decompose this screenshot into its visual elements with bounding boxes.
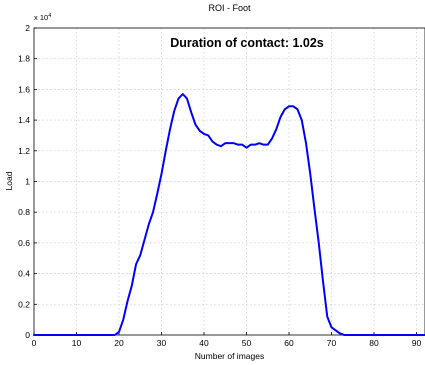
y-axis-exponent: x 104	[34, 13, 51, 22]
x-tick-label: 50	[242, 338, 252, 348]
y-tick-labels: 0 0.2 0.4 0.6 0.8 1 1.2 1.4 1.6 1.8 2	[18, 23, 30, 340]
x-tick-label: 80	[369, 338, 379, 348]
x-tick-label: 90	[412, 338, 422, 348]
y-tick-label: 1.2	[18, 146, 30, 156]
load-series-line	[33, 93, 425, 336]
grid-lines	[34, 28, 425, 335]
x-tick-label: 60	[284, 338, 294, 348]
x-tick-label: 40	[199, 338, 209, 348]
x-tick-label: 30	[157, 338, 167, 348]
chart-title: ROI - Foot	[208, 3, 251, 13]
x-tick-label: 0	[32, 338, 37, 348]
y-tick-label: 0.4	[18, 269, 30, 279]
y-tick-label: 0.2	[18, 299, 30, 309]
y-tick-label: 0	[25, 330, 30, 340]
y-tick-label: 1.6	[18, 84, 30, 94]
x-tick-labels: 0 10 20 30 40 50 60 70 80 90	[32, 338, 422, 348]
y-tick-label: 1.4	[18, 115, 30, 125]
y-tick-label: 0.8	[18, 207, 30, 217]
y-axis-label: Load	[4, 171, 14, 190]
x-tick-label: 20	[114, 338, 124, 348]
x-tick-label: 10	[72, 338, 82, 348]
y-tick-label: 1.8	[18, 54, 30, 64]
y-tick-label: 1	[25, 177, 30, 187]
x-axis-label: Number of images	[195, 351, 264, 361]
y-tick-label: 0.6	[18, 238, 30, 248]
x-tick-label: 70	[327, 338, 337, 348]
y-tick-label: 2	[25, 23, 30, 33]
duration-annotation: Duration of contact: 1.02s	[170, 36, 324, 50]
